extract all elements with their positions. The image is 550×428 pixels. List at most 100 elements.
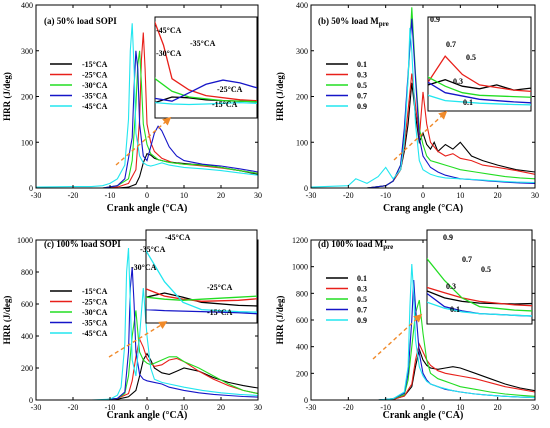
inset-series-line-b-0 [428,79,531,91]
x-tick-label: 30 [254,191,262,200]
legend-label: 0.9 [357,316,367,325]
panel-c: -30 -20 -10 0 10 20 30 0 200 400 600 800 1000 Crank a… [2,229,262,421]
zoom-arrow [393,110,448,161]
inset: -45°CA -35°CA -30°CA -25°CA -15°CA [154,16,258,119]
inset-series-group [146,249,257,315]
inset-label: 0.3 [446,282,456,291]
x-tick-label: 0 [145,403,149,412]
inset-label: -30°CA [131,263,157,272]
panel-title: (a) 50% load SOPI [44,16,117,26]
y-tick-label: 1000 [17,236,33,245]
series-line-b-4 [311,27,535,188]
inset-series-group [427,257,532,317]
y-tick-label: 600 [296,316,308,325]
inset-series-line-a-3 [155,79,257,102]
series-line-a-2 [36,50,258,188]
series-line-c-4 [36,247,258,400]
x-tick-label: 0 [421,403,425,412]
x-tick-label: 0 [421,191,425,200]
series-line-a-1 [36,32,258,188]
inset-series-line-c-3 [146,308,257,315]
inset-series-line-d-3 [427,292,532,317]
inset-label: -25°CA [217,85,243,94]
legend-label: -35°CA [82,319,108,328]
x-tick-label: 20 [217,191,225,200]
y-tick-label: 1000 [292,263,308,272]
y-tick-label: 600 [21,300,33,309]
legend-label: 0.3 [357,71,367,80]
inset: -45°CA -35°CA -30°CA -25°CA -15°CA [131,229,258,324]
x-tick-label: 20 [217,403,225,412]
x-tick-label: -30 [31,403,42,412]
zoom-arrow [115,116,172,166]
legend-label: -15°CA [82,60,108,69]
inset-series-line-d-1 [427,286,532,307]
inset-label: 0.5 [466,53,476,62]
x-tick-label: -10 [105,403,116,412]
inset-series-line-a-1 [155,20,257,102]
x-tick-label: -30 [31,191,42,200]
x-axis-label: Crank angle (°CA) [107,410,188,421]
legend-label: -30°CA [82,81,108,90]
inset-series-line-d-2 [427,257,532,312]
series-line-d-1 [311,342,535,400]
inset-label: -25°CA [207,283,233,292]
inset-label: -15°CA [207,308,233,317]
inset-series-line-c-2 [146,295,257,301]
inset-series-line-b-1 [428,55,531,93]
zoom-arrow [372,313,423,360]
x-tick-label: -10 [105,191,116,200]
x-tick-label: 30 [531,191,539,200]
legend-label: 0.7 [357,306,367,315]
y-axis-label: HRR (J/deg) [2,72,12,121]
inset-series-group [428,55,531,106]
inset-label: -30°CA [156,49,182,58]
series-line-b-1 [311,73,535,188]
legend-label: -25°CA [82,298,108,307]
inset-series-line-b-3 [428,80,531,104]
x-tick-label: 30 [531,403,539,412]
x-tick-label: -20 [68,191,79,200]
inset-label: -35°CA [190,39,216,48]
series-line-a-3 [36,50,258,188]
y-axis-label: HRR (J/deg) [275,296,285,345]
y-tick-label: 200 [21,364,33,373]
panel-d: -30 -20 -10 0 10 20 30 0 200 400 600 800 1000 1200 Cra… [275,229,539,421]
legend-label: 0.7 [357,92,367,101]
y-tick-label: 200 [296,369,308,378]
inset-label: 0.9 [443,233,453,242]
panel-title-subscript: pre [379,20,389,28]
y-tick-label: 0 [304,184,308,193]
inset-label: 0.9 [430,15,440,24]
inset-label: 0.1 [450,305,460,314]
legend-label: 0.1 [357,274,367,283]
y-axis-label: HRR (J/deg) [275,72,285,121]
y-tick-label: 200 [296,93,308,102]
x-tick-label: 10 [456,403,464,412]
series-group [311,263,535,400]
legend-label: -45°CA [82,329,108,338]
legend-label: 0.3 [357,285,367,294]
x-tick-label: 20 [494,191,502,200]
x-tick-label: 30 [254,403,262,412]
legend-label: 0.5 [357,81,367,90]
x-tick-label: -30 [306,191,317,200]
legend-label: 0.5 [357,295,367,304]
x-tick-label: -20 [343,191,354,200]
y-tick-label: 0 [29,396,33,405]
series-line-c-1 [36,337,258,400]
y-tick-label: 100 [296,138,308,147]
x-tick-label: 10 [456,191,464,200]
y-tick-label: 400 [21,1,33,10]
series-line-a-4 [36,23,258,188]
y-tick-label: 400 [21,332,33,341]
y-tick-label: 200 [21,93,33,102]
inset-label: -35°CA [140,245,166,254]
x-tick-label: -20 [343,403,354,412]
inset-series-line-d-4 [427,301,532,317]
series-line-c-0 [36,352,258,400]
series-line-d-4 [311,263,535,400]
inset-frame [145,229,258,324]
